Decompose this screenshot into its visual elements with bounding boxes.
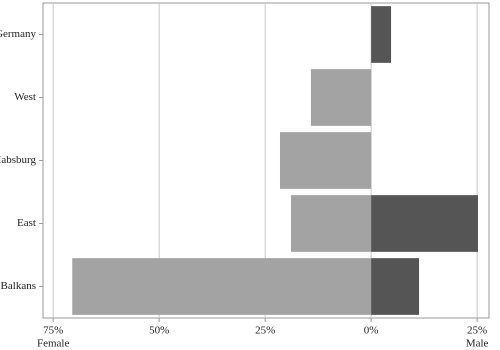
x-tick-label: 0%: [364, 325, 379, 337]
x-tick-label: 25%: [467, 325, 487, 337]
bar: [371, 6, 392, 63]
bar: [279, 132, 372, 189]
bar: [72, 258, 372, 315]
x-tick-label: 50%: [149, 325, 169, 337]
bar: [291, 195, 372, 252]
y-tick-label: Habsburg: [0, 154, 36, 166]
y-tick-label: East: [17, 217, 36, 229]
axis-annotation: Male: [466, 338, 489, 350]
bar: [371, 195, 478, 252]
axis-annotation: Female: [37, 338, 69, 350]
y-tick-label: Balkans: [1, 280, 36, 292]
y-tick-label: Germany: [0, 28, 36, 40]
y-tick-label: West: [14, 91, 36, 103]
x-tick-label: 75%: [43, 325, 63, 337]
bar: [310, 69, 372, 126]
x-tick-label: 25%: [255, 325, 275, 337]
bar: [371, 258, 420, 315]
